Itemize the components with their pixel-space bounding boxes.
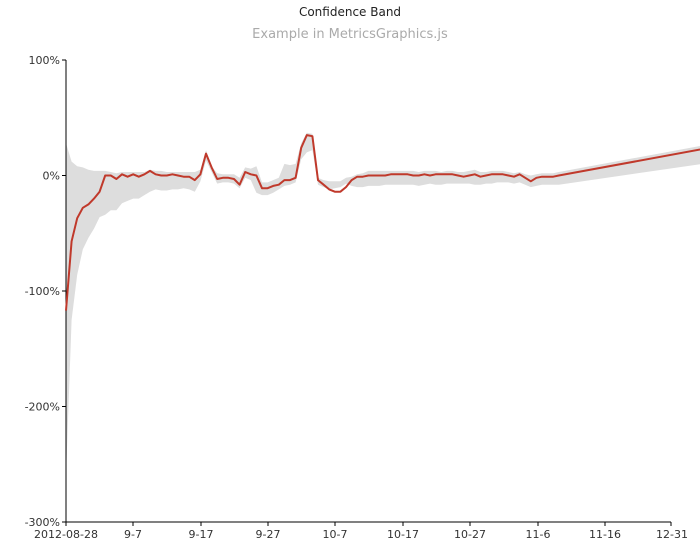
x-tick-label: 11-6: [526, 528, 551, 541]
chart-subtitle: Example in MetricsGraphics.js: [252, 27, 448, 42]
axis-layer: 100% 0% -100% -200% -300%2012-08-28 9-7 9-17 9-…: [25, 54, 688, 541]
x-tick-label: 9-17: [189, 528, 214, 541]
x-tick-label: 10-17: [387, 528, 419, 541]
y-tick-label: 100%: [29, 54, 60, 67]
band-layer: [66, 132, 700, 476]
y-tick-label: -200%: [25, 401, 60, 414]
y-tick-label: -100%: [25, 285, 60, 298]
y-tick-label: -300%: [25, 516, 60, 529]
series-line: [65, 134, 700, 311]
x-tick-label: 9-7: [124, 528, 142, 541]
x-tick-label: 12-31: [656, 528, 688, 541]
x-tick-label: 9-27: [256, 528, 281, 541]
line-layer: [65, 134, 700, 311]
x-tick-label: 2012-08-28: [34, 528, 98, 541]
y-tick-label: 0%: [43, 170, 60, 183]
chart-title: Confidence Band: [298, 5, 402, 19]
confidence-band: [66, 132, 700, 476]
x-tick-label: 11-16: [589, 528, 621, 541]
x-tick-label: 10-7: [323, 528, 348, 541]
x-tick-label: 10-27: [454, 528, 486, 541]
